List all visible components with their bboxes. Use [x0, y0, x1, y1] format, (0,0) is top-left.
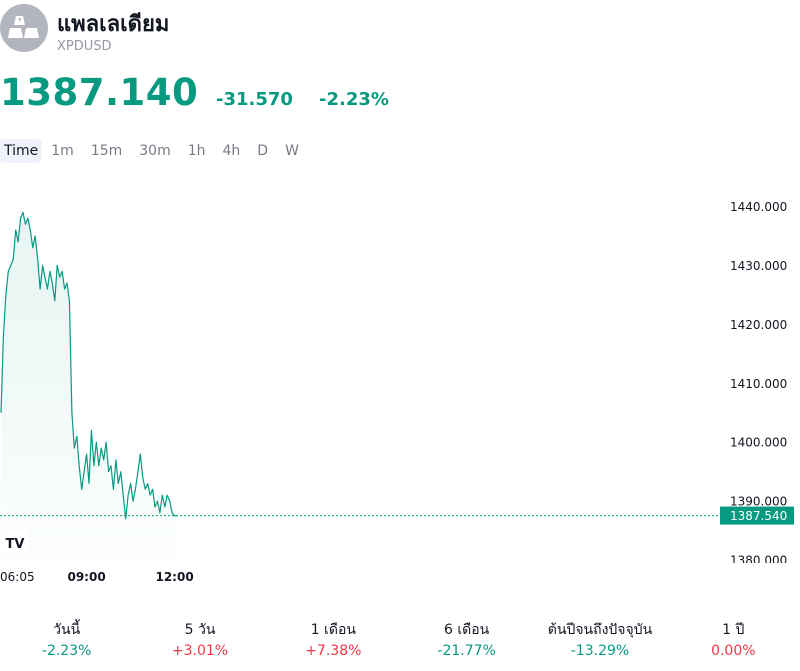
- y-axis-tick-label: 1400.000: [730, 436, 787, 450]
- price-area: [1, 212, 177, 563]
- metal-bars-icon: [8, 16, 39, 38]
- symbol-ticker: XPDUSD: [57, 39, 112, 54]
- last-price: 1387.140: [0, 71, 199, 114]
- y-axis-tick-label: 1440.000: [730, 200, 787, 214]
- performance-value: +3.01%: [171, 643, 229, 659]
- performance-period[interactable]: 5 วัน +3.01%: [133, 620, 266, 662]
- x-axis-tick-label: 09:00: [67, 570, 105, 584]
- performance-label: 5 วัน: [184, 622, 216, 638]
- watermark-text: TV: [6, 537, 25, 552]
- performance-label: 6 เดือน: [444, 622, 490, 638]
- performance-value: -13.29%: [570, 643, 630, 659]
- price-change: -31.570: [216, 89, 293, 110]
- performance-label: วันนี้: [53, 622, 81, 638]
- performance-value: -21.77%: [437, 643, 496, 659]
- symbol-logo: [0, 4, 48, 52]
- tab-15m[interactable]: 15m: [90, 143, 123, 159]
- tab-w[interactable]: W: [285, 143, 299, 159]
- x-axis-tick-label: 12:00: [155, 570, 193, 584]
- y-axis-tick-label: 1420.000: [730, 318, 787, 332]
- y-axis-tick-label: 1390.000: [730, 495, 787, 509]
- performance-label: 1 เดือน: [310, 622, 356, 638]
- tradingview-watermark: TV: [2, 530, 28, 556]
- performance-value: +7.38%: [305, 643, 362, 659]
- performance-period[interactable]: ต้นปีจนถึงปัจจุบัน -13.29%: [533, 620, 666, 662]
- y-axis-tick-label: 1430.000: [730, 259, 787, 273]
- performance-period[interactable]: วันนี้ -2.23%: [0, 620, 133, 662]
- performance-period[interactable]: 6 เดือน -21.77%: [400, 620, 533, 662]
- x-axis-tick-label: 06:05: [0, 570, 35, 584]
- performance-label: 1 ปี: [722, 622, 745, 638]
- price-change-percent: -2.23%: [319, 89, 389, 110]
- symbol-name: แพลเลเดียม: [57, 12, 170, 37]
- performance-label: ต้นปีจนถึงปัจจุบัน: [547, 622, 653, 638]
- price-chart[interactable]: 1440.000 1430.000 1420.000 1410.000 1400.000…: [0, 180, 800, 600]
- last-price-badge: [720, 506, 794, 525]
- interval-tabs: Time 1m 15m 30m 1h 4h D W: [0, 139, 308, 163]
- tab-d[interactable]: D: [257, 143, 269, 159]
- tab-30m[interactable]: 30m: [139, 143, 171, 159]
- tab-4h[interactable]: 4h: [222, 143, 241, 159]
- tab-1h[interactable]: 1h: [187, 143, 206, 159]
- performance-value: -2.23%: [41, 643, 92, 659]
- tab-1m[interactable]: 1m: [51, 143, 74, 159]
- performance-value: 0.00%: [711, 643, 756, 659]
- price-line: [0, 211, 178, 520]
- performance-period[interactable]: 1 ปี 0.00%: [667, 620, 800, 662]
- tab-time[interactable]: Time: [0, 139, 43, 163]
- y-axis-tick-label: 1410.000: [730, 377, 787, 391]
- performance-bar: วันนี้ -2.23% 5 วัน +3.01% 1 เดือน +7.38% 6 เด…: [0, 620, 800, 662]
- performance-period[interactable]: 1 เดือน +7.38%: [267, 620, 400, 662]
- last-price-badge-label: 1387.540: [730, 509, 787, 523]
